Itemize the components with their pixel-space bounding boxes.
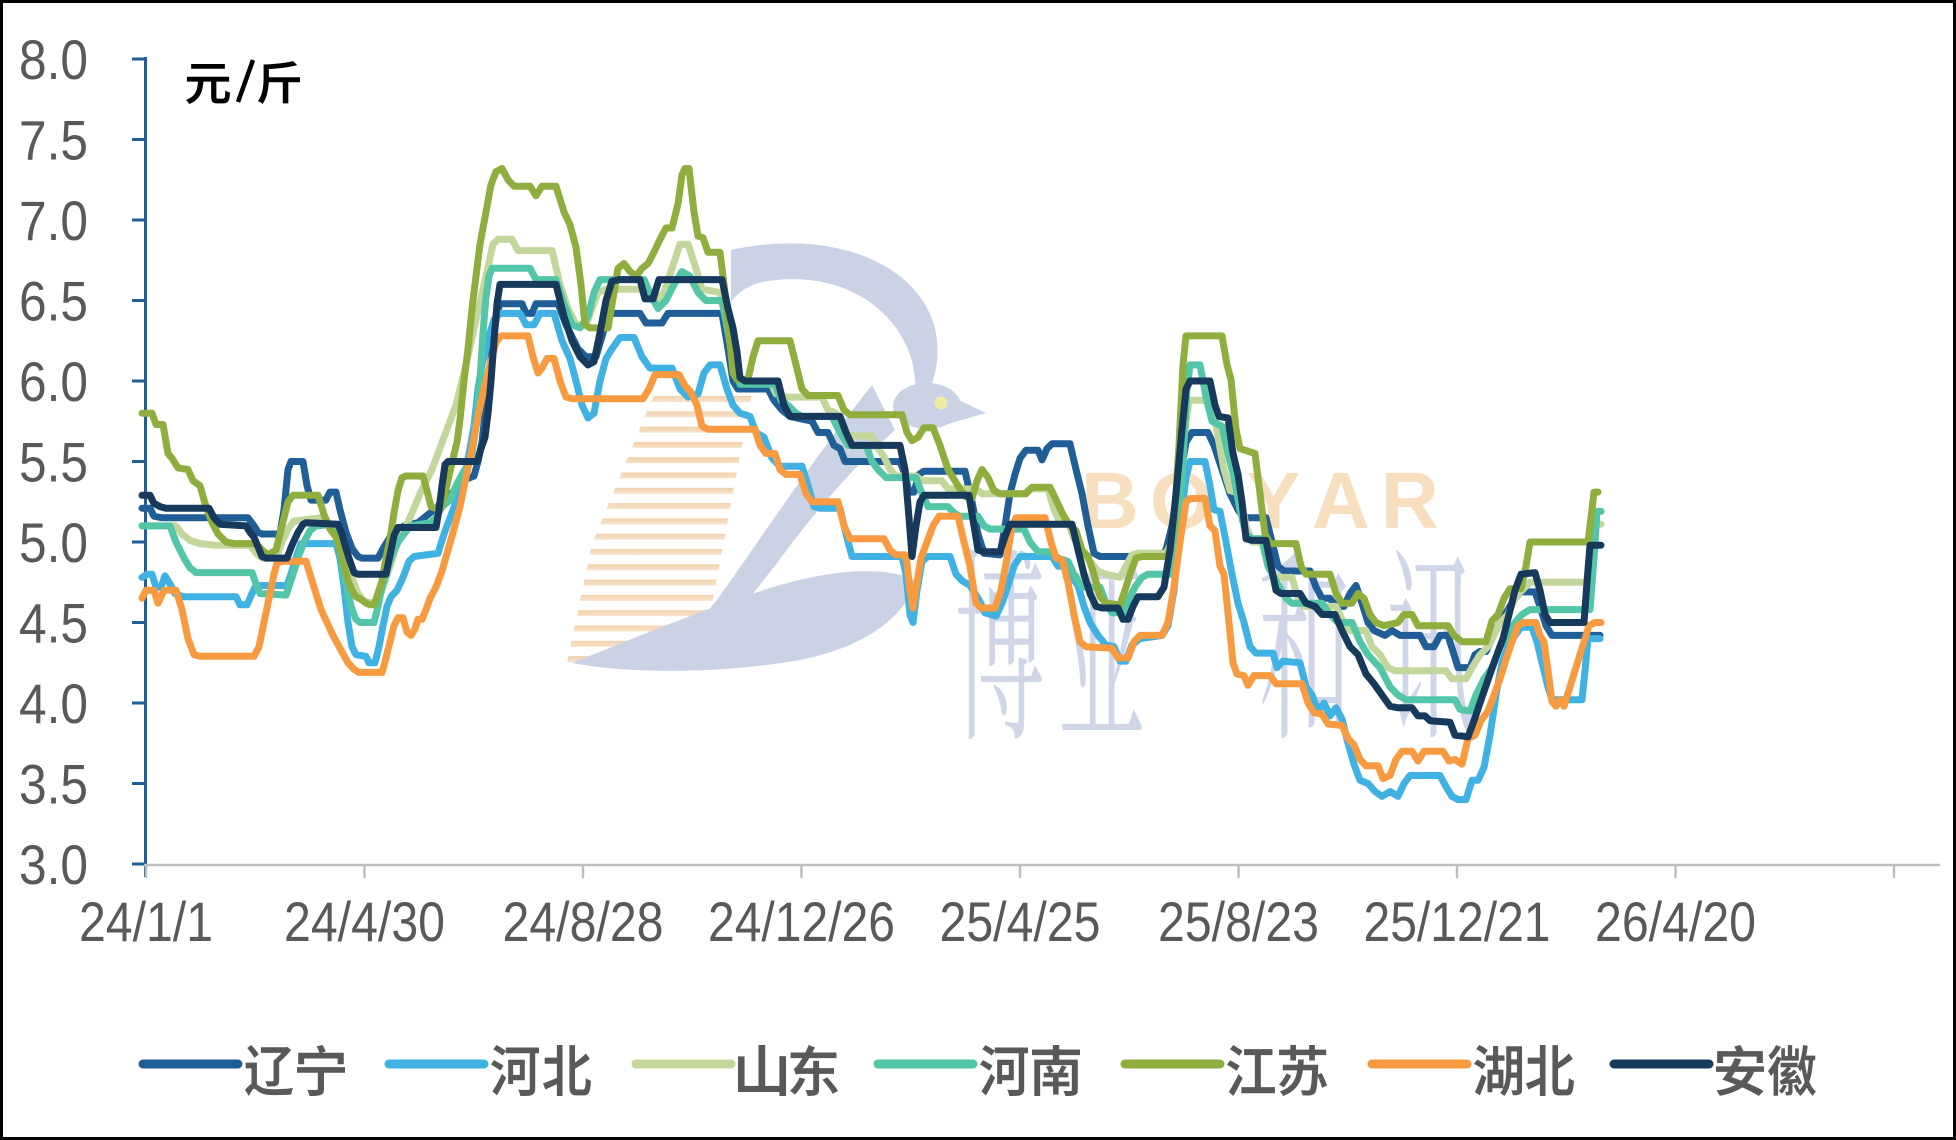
svg-text:R: R — [1381, 456, 1439, 545]
svg-text:24/4/30: 24/4/30 — [284, 890, 445, 953]
svg-text:6.0: 6.0 — [19, 350, 88, 413]
svg-text:4.5: 4.5 — [19, 592, 88, 655]
svg-text:25/12/21: 25/12/21 — [1364, 890, 1551, 953]
svg-text:4.0: 4.0 — [19, 672, 88, 735]
svg-text:5.5: 5.5 — [19, 431, 88, 494]
svg-text:8.0: 8.0 — [19, 28, 88, 91]
svg-text:3.5: 3.5 — [19, 753, 88, 816]
svg-text:24/8/28: 24/8/28 — [503, 890, 664, 953]
svg-text:25/4/25: 25/4/25 — [940, 890, 1101, 953]
svg-text:24/12/26: 24/12/26 — [708, 890, 895, 953]
svg-text:25/8/23: 25/8/23 — [1158, 890, 1319, 953]
svg-text:7.5: 7.5 — [19, 109, 88, 172]
svg-text:7.0: 7.0 — [19, 189, 88, 252]
svg-text:A: A — [1312, 456, 1370, 545]
svg-text:3.0: 3.0 — [19, 833, 88, 896]
svg-text:5.0: 5.0 — [19, 511, 88, 574]
svg-text:6.5: 6.5 — [19, 270, 88, 333]
svg-text:26/4/20: 26/4/20 — [1595, 890, 1756, 953]
svg-text:24/1/1: 24/1/1 — [79, 890, 213, 953]
